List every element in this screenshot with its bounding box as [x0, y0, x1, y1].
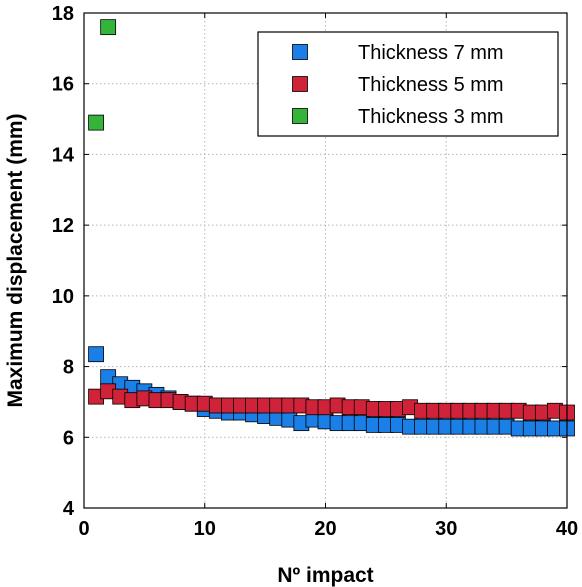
- data-point: [100, 19, 117, 36]
- data-points: [88, 19, 575, 437]
- series-2: [88, 383, 575, 421]
- x-tick-label: 20: [314, 518, 336, 540]
- series-3: [88, 19, 117, 131]
- legend-box: [257, 31, 559, 137]
- axis-tick-labels: 0 10 20 30 40 4 6 8 10 12 14 16 18: [52, 3, 578, 540]
- y-tick-label: 8: [63, 357, 74, 379]
- y-tick-label: 14: [52, 144, 75, 166]
- legend-swatch: [292, 44, 308, 60]
- x-tick-label: 0: [78, 518, 89, 540]
- data-point: [88, 114, 104, 131]
- legend-item: Thickness 5 mm: [292, 74, 504, 96]
- legend-label: Thickness 5 mm: [358, 74, 504, 96]
- data-point: [88, 346, 104, 363]
- axis-ticks: [83, 12, 568, 509]
- x-tick-label: 40: [556, 518, 578, 540]
- y-tick-label: 18: [52, 3, 74, 25]
- legend: Thickness 7 mm Thickness 5 mm Thickness 3 …: [257, 31, 559, 137]
- legend-label: Thickness 7 mm: [358, 42, 504, 64]
- legend-item: Thickness 3 mm: [292, 106, 504, 128]
- x-axis-label: Nº impact: [277, 564, 373, 587]
- y-tick-label: 12: [52, 215, 74, 237]
- y-axis-label: Maximum displacement (mm): [4, 113, 27, 407]
- y-tick-label: 10: [52, 286, 74, 308]
- x-tick-label: 30: [435, 518, 457, 540]
- y-tick-label: 16: [52, 74, 74, 96]
- x-tick-label: 10: [194, 518, 216, 540]
- y-tick-label: 6: [63, 427, 74, 449]
- legend-item: Thickness 7 mm: [292, 42, 504, 64]
- legend-swatch: [292, 108, 308, 124]
- series-1: [88, 346, 575, 437]
- y-tick-label: 4: [63, 498, 75, 520]
- legend-swatch: [292, 76, 308, 92]
- legend-label: Thickness 3 mm: [358, 106, 504, 128]
